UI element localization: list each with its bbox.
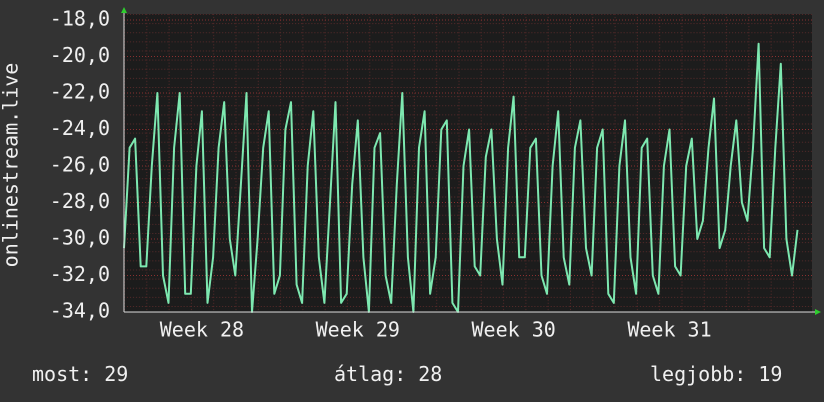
y-tick-label: -22,0: [50, 80, 110, 104]
stat-label: legjobb:: [650, 362, 746, 386]
stat-value: 19: [758, 362, 782, 386]
axis-arrow: [121, 7, 127, 13]
minor-grid: [124, 14, 812, 312]
stat: most: 29: [32, 362, 128, 386]
x-tick-label: Week 28: [160, 318, 244, 342]
y-tick-label: -24,0: [50, 116, 110, 140]
y-tick-label: -18,0: [50, 7, 110, 31]
y-axis-label: onlinestream.live: [0, 63, 23, 268]
y-tick-label: -20,0: [50, 43, 110, 67]
y-tick-label: -30,0: [50, 226, 110, 250]
data-line: [123, 42, 799, 313]
stat-label: átlag:: [334, 362, 406, 386]
stat: átlag: 28: [334, 362, 442, 386]
axis-arrow: [815, 309, 821, 315]
y-tick-label: -34,0: [50, 299, 110, 323]
stat-value: 28: [418, 362, 442, 386]
y-tick-label: -28,0: [50, 189, 110, 213]
stat-value: 29: [104, 362, 128, 386]
x-tick-label: Week 29: [316, 318, 400, 342]
x-tick-label: Week 30: [471, 318, 555, 342]
y-tick-label: -32,0: [50, 262, 110, 286]
stat: legjobb: 19: [650, 362, 782, 386]
y-tick-label: -26,0: [50, 153, 110, 177]
stat-label: most:: [32, 362, 92, 386]
x-tick-label: Week 31: [627, 318, 711, 342]
